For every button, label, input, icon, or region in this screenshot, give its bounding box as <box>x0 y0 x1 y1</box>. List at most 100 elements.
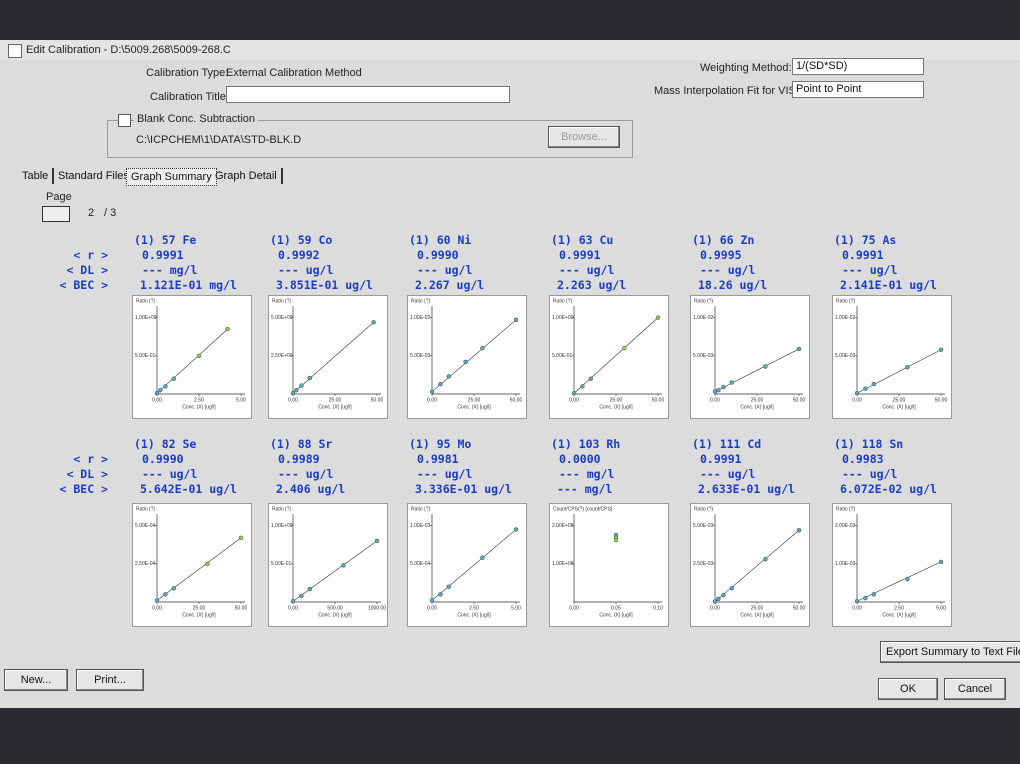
calibration-point <box>371 320 376 325</box>
y-tick-label: 1.00E-02 <box>410 315 431 321</box>
y-axis-label: Ratio (?) <box>136 298 156 304</box>
calibration-point <box>580 384 585 389</box>
ok-button[interactable]: OK <box>878 678 938 700</box>
calibration-point <box>299 593 304 599</box>
calibration-plot: Ratio (?) 1.00E-03 2.00E-03 0.00 2.50 5.00 Con… <box>832 503 952 627</box>
y-tick-label: 2.50E-03 <box>693 561 714 567</box>
calibration-point <box>613 537 619 543</box>
calibration-point <box>290 599 296 604</box>
calibration-point <box>480 345 485 351</box>
x-tick-label: 50.00 <box>793 605 806 611</box>
x-tick-label: 0.00 <box>569 397 579 403</box>
calibration-point <box>763 364 768 369</box>
y-tick-label: 5.00E-01 <box>271 561 292 567</box>
calibration-plot: Ratio (?) 5.00E-01 1.00E+00 0.00 25.00 50.00 C… <box>549 295 669 419</box>
calibration-point <box>796 528 802 533</box>
page-current: 2 <box>88 207 95 219</box>
element-bec: 2.263 ug/l <box>557 278 627 292</box>
calibration-title-input[interactable] <box>226 86 510 103</box>
x-tick-label: 0.00 <box>852 605 862 611</box>
fit-line <box>431 529 517 601</box>
calibration-point <box>571 391 577 396</box>
calibration-point <box>171 586 176 591</box>
element-dl: --- ug/l <box>417 263 473 277</box>
y-axis-label: Ratio (?) <box>836 506 856 512</box>
tab[interactable]: Table <box>18 168 55 184</box>
element-bec: 2.267 ug/l <box>415 278 485 292</box>
weighting-select[interactable]: 1/(SD*SD) <box>792 58 924 75</box>
tab[interactable]: Graph Detail <box>211 168 283 184</box>
y-axis-label: Ratio (?) <box>836 298 856 304</box>
page-spinner[interactable] <box>42 206 70 222</box>
calibration-point <box>299 383 304 388</box>
calibration-point <box>294 387 299 393</box>
calibration-point <box>238 535 244 541</box>
element-name: (1) 57 Fe <box>134 233 197 247</box>
calibration-point <box>871 592 876 597</box>
fit-line <box>431 319 517 392</box>
tab-active[interactable]: Graph Summary <box>126 168 217 186</box>
x-axis-label: Conc. (X) [ug/l] <box>318 404 352 410</box>
fit-line <box>292 321 374 394</box>
calibration-plot: Ratio (?) 2.50E-04 5.00E-04 0.00 25.00 50.00 C… <box>132 503 252 627</box>
calibration-point <box>721 384 726 390</box>
element-name: (1) 60 Ni <box>409 233 472 247</box>
calibration-point <box>513 317 519 323</box>
x-axis-label: Conc. (X) [ug/l] <box>882 612 916 618</box>
x-tick-label: 50.00 <box>235 605 248 611</box>
element-bec: 2.633E-01 ug/l <box>698 482 795 496</box>
x-tick-label: 0.00 <box>710 397 720 403</box>
element-r: 0.0000 <box>559 452 601 466</box>
y-tick-label: 5.00E-03 <box>835 353 856 359</box>
calibration-point <box>854 391 860 396</box>
element-dl: --- ug/l <box>700 263 756 277</box>
x-tick-label: 2.50 <box>469 605 479 611</box>
x-axis-label: Conc. (X) [ug/l] <box>457 612 491 618</box>
fit-line <box>156 328 228 394</box>
page-label: Page <box>46 191 72 203</box>
element-bec: 3.336E-01 ug/l <box>415 482 512 496</box>
calibration-point <box>871 381 876 387</box>
y-axis-label: Ratio (?) <box>136 506 156 512</box>
x-tick-label: 25.00 <box>751 605 764 611</box>
calibration-point <box>721 592 726 598</box>
new-button[interactable]: New... <box>4 669 68 691</box>
element-name: (1) 66 Zn <box>692 233 755 247</box>
element-r: 0.9995 <box>700 248 742 262</box>
x-axis-label: Conc. (X) [ug/l] <box>740 612 774 618</box>
calibration-point <box>588 376 593 381</box>
cancel-button[interactable]: Cancel <box>944 678 1006 700</box>
calibration-point <box>374 538 380 544</box>
calibration-plot: Ratio (?) 5.00E-03 1.00E-02 0.00 25.00 50.00 C… <box>690 295 810 419</box>
element-bec: 3.851E-01 ug/l <box>276 278 373 292</box>
y-tick-label: 1.00E+06 <box>552 561 574 567</box>
mass-interp-label: Mass Interpolation Fit for VIS: <box>654 85 799 97</box>
x-tick-label: 25.00 <box>751 397 764 403</box>
y-tick-label: 1.00E+00 <box>552 315 574 321</box>
print-button[interactable]: Print... <box>76 669 144 691</box>
x-tick-label: 0.00 <box>427 397 437 403</box>
window-icon <box>8 44 22 58</box>
y-tick-label: 5.00E-04 <box>410 561 431 567</box>
y-axis-label: Ratio (?) <box>411 506 431 512</box>
element-r: 0.9989 <box>278 452 320 466</box>
element-dl: --- ug/l <box>559 263 615 277</box>
x-tick-label: 50.00 <box>935 397 948 403</box>
export-button[interactable]: Export Summary to Text File <box>880 641 1020 663</box>
y-tick-label: 1.00E+00 <box>271 523 293 529</box>
y-tick-label: 1.00E-02 <box>693 315 714 321</box>
calibration-point <box>429 389 435 394</box>
x-tick-label: 0.05 <box>611 605 621 611</box>
fit-line <box>856 561 942 602</box>
browse-button[interactable]: Browse... <box>548 126 620 148</box>
calibration-point <box>905 365 910 370</box>
tab[interactable]: Standard Files <box>54 168 135 184</box>
x-tick-label: 50.00 <box>793 397 806 403</box>
y-tick-label: 5.00E-03 <box>410 353 431 359</box>
mass-interp-select[interactable]: Point to Point <box>792 81 924 98</box>
blank-checkbox[interactable] <box>118 114 131 127</box>
y-axis-label: Ratio (?) <box>553 298 573 304</box>
y-tick-label: 1.00E+00 <box>135 315 157 321</box>
y-axis-label: Ratio (?) <box>411 298 431 304</box>
x-tick-label: 25.00 <box>468 397 481 403</box>
